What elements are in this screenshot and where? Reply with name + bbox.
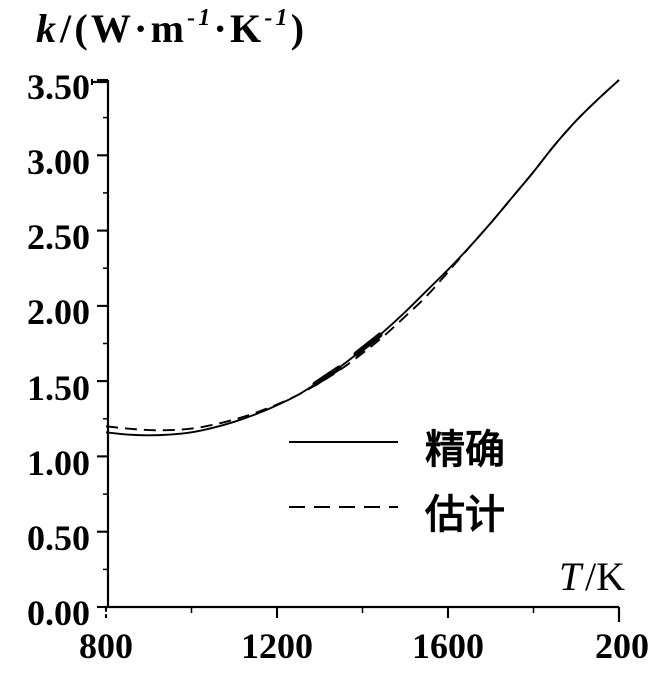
svg-text:800: 800	[79, 626, 133, 666]
svg-text:2.50: 2.50	[27, 217, 90, 257]
svg-text:估计: 估计	[424, 493, 505, 537]
svg-text:1200: 1200	[241, 626, 313, 666]
svg-text:200: 200	[595, 626, 649, 666]
svg-text:/K: /K	[585, 554, 625, 599]
svg-text:1600: 1600	[412, 626, 484, 666]
svg-text:0.50: 0.50	[27, 518, 90, 558]
svg-text:3.00: 3.00	[27, 142, 90, 182]
svg-text:T: T	[559, 554, 584, 599]
svg-text:精确: 精确	[425, 428, 505, 472]
svg-text:2.00: 2.00	[27, 292, 90, 332]
svg-text:3.50: 3.50	[27, 67, 90, 107]
svg-text:1.00: 1.00	[27, 443, 90, 483]
svg-text:1.50: 1.50	[27, 368, 90, 408]
svg-text:k: k	[36, 6, 59, 51]
